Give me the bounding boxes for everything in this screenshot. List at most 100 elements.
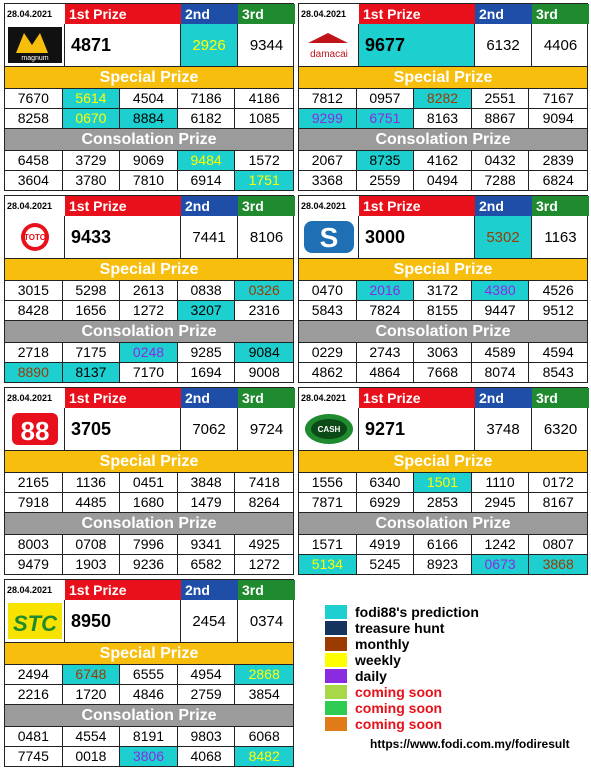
top-prizes: CASH 9271 3748 6320 — [299, 408, 587, 451]
special-prize-banner: Special Prize — [5, 451, 293, 473]
consolation-prize-number: 3806 — [120, 747, 178, 766]
consolation-prize-number: 1571 — [299, 535, 357, 554]
legend-item: fodi88's prediction — [325, 604, 479, 620]
legend-label: treasure hunt — [355, 620, 445, 636]
consolation-prize-row: 3604 3780 7810 6914 1751 — [5, 171, 293, 190]
special-prize-number: 1556 — [299, 473, 357, 492]
consolation-prize-number: 9341 — [178, 535, 236, 554]
legend-item: coming soon — [325, 700, 479, 716]
legend-swatch — [325, 653, 347, 667]
consolation-prize-number: 1903 — [63, 555, 121, 574]
special-prize-banner: Special Prize — [299, 451, 587, 473]
special-prize-number: 2853 — [414, 493, 472, 512]
consolation-prize-number: 9084 — [235, 343, 293, 362]
consolation-prize-number: 7170 — [120, 363, 178, 382]
special-prize-number: 8867 — [472, 109, 530, 128]
consolation-prize-row: 1571 4919 6166 1242 0807 — [299, 535, 587, 555]
special-prize-number: 9512 — [542, 302, 574, 318]
consolation-prize-number: 4162 — [414, 151, 472, 170]
special-prize-number: 9447 — [472, 301, 530, 320]
panel-header: 28.04.2021 1st Prize 2nd 3rd — [299, 4, 589, 24]
second-prize-header: 2nd — [181, 196, 238, 216]
special-prize-number: 2494 — [5, 665, 63, 684]
special-prize-number: 7418 — [248, 474, 280, 490]
result-panel-toto: 28.04.2021 1st Prize 2nd 3rd TOTO 9433 7441 810… — [4, 195, 295, 383]
special-prize-number: 3854 — [248, 686, 280, 702]
stc-logo-icon: STC — [5, 600, 65, 642]
legend-label: daily — [355, 668, 387, 684]
legend-item: daily — [325, 668, 479, 684]
legend-item: coming soon — [325, 716, 479, 732]
special-prize-number: 8167 — [542, 494, 574, 510]
first-prize-number: 4871 — [65, 24, 181, 66]
first-prize-number: 9271 — [359, 408, 475, 450]
special-prize-number: 0172 — [542, 474, 574, 490]
special-prize-number: 1272 — [120, 301, 178, 320]
special-prize-number: 3015 — [5, 281, 63, 300]
consolation-prize-banner: Consolation Prize — [5, 513, 293, 535]
legend-swatch — [325, 669, 347, 683]
consolation-prize-number: 4919 — [357, 535, 415, 554]
source-url[interactable]: https://www.fodi.com.my/fodiresult — [370, 737, 570, 751]
consolation-prize-number: 9236 — [120, 555, 178, 574]
consolation-prize-row: 8890 8137 7170 1694 9008 — [5, 363, 293, 382]
first-prize-number: 3000 — [359, 216, 475, 258]
special-prize-number: 1479 — [178, 493, 236, 512]
second-prize-number: 6132 — [475, 24, 532, 66]
first-prize-number: 3705 — [65, 408, 181, 450]
consolation-prize-number: 0494 — [414, 171, 472, 190]
third-prize-number: 8106 — [249, 228, 284, 246]
special-prize-number: 8884 — [120, 109, 178, 128]
svg-text:TOTO: TOTO — [24, 233, 46, 242]
first-prize-header: 1st Prize — [65, 580, 181, 600]
panel-header: 28.04.2021 1st Prize 2nd 3rd — [299, 196, 589, 216]
special-prize-number: 6751 — [356, 109, 415, 128]
consolation-prize-row: 2067 8735 4162 0432 2839 — [299, 151, 587, 171]
special-prize-number: 8155 — [414, 301, 472, 320]
special-prize-number: 2016 — [356, 281, 415, 300]
special-prize-number: 5614 — [62, 89, 121, 108]
consolation-prize-number: 2839 — [542, 152, 574, 168]
panel-header: 28.04.2021 1st Prize 2nd 3rd — [5, 196, 295, 216]
sabah-logo-icon: S — [299, 216, 359, 258]
consolation-prize-banner: Consolation Prize — [5, 705, 293, 727]
consolation-prize-number: 2067 — [299, 151, 357, 170]
first-prize-number: 9677 — [359, 24, 475, 66]
consolation-prize-number: 9008 — [248, 364, 280, 380]
special-prize-banner: Special Prize — [299, 259, 587, 281]
consolation-prize-number: 3368 — [299, 171, 357, 190]
consolation-prize-number: 0018 — [63, 747, 121, 766]
third-prize-number: 6320 — [543, 420, 578, 438]
svg-text:CASH: CASH — [317, 425, 340, 434]
consolation-prize-number: 4554 — [63, 727, 121, 746]
special-prize-number: 3172 — [414, 281, 472, 300]
special-prize-banner: Special Prize — [5, 67, 293, 89]
result-panel-stc: 28.04.2021 1st Prize 2nd 3rd STC 8950 2454 0374… — [4, 579, 295, 767]
special-prize-number: 1656 — [63, 301, 121, 320]
third-prize-header: 3rd — [238, 580, 295, 600]
consolation-prize-number: 2718 — [5, 343, 63, 362]
consolation-prize-number: 9285 — [178, 343, 236, 362]
second-prize-header: 2nd — [181, 388, 238, 408]
second-prize-header: 2nd — [475, 388, 532, 408]
special-prize-number: 1136 — [63, 473, 121, 492]
first-prize-number: 9433 — [65, 216, 181, 258]
consolation-prize-number: 4068 — [178, 747, 236, 766]
consolation-prize-number: 8482 — [235, 747, 293, 766]
consolation-prize-number: 5134 — [299, 555, 357, 574]
consolation-prize-number: 0248 — [120, 343, 178, 362]
special-prize-number: 3848 — [178, 473, 236, 492]
special-prize-number: 7918 — [5, 493, 63, 512]
consolation-prize-banner: Consolation Prize — [299, 129, 587, 151]
consolation-prize-number: 2743 — [357, 343, 415, 362]
consolation-prize-number: 8074 — [472, 363, 530, 382]
third-prize-number: 9724 — [249, 420, 284, 438]
special-prize-number: 7871 — [299, 493, 357, 512]
first-prize-header: 1st Prize — [359, 388, 475, 408]
special-prize-number: 8258 — [5, 109, 63, 128]
consolation-prize-number: 3780 — [63, 171, 121, 190]
special-prize-number: 5843 — [299, 301, 357, 320]
consolation-prize-row: 0229 2743 3063 4589 4594 — [299, 343, 587, 363]
consolation-prize-banner: Consolation Prize — [5, 321, 293, 343]
consolation-prize-number: 4864 — [357, 363, 415, 382]
